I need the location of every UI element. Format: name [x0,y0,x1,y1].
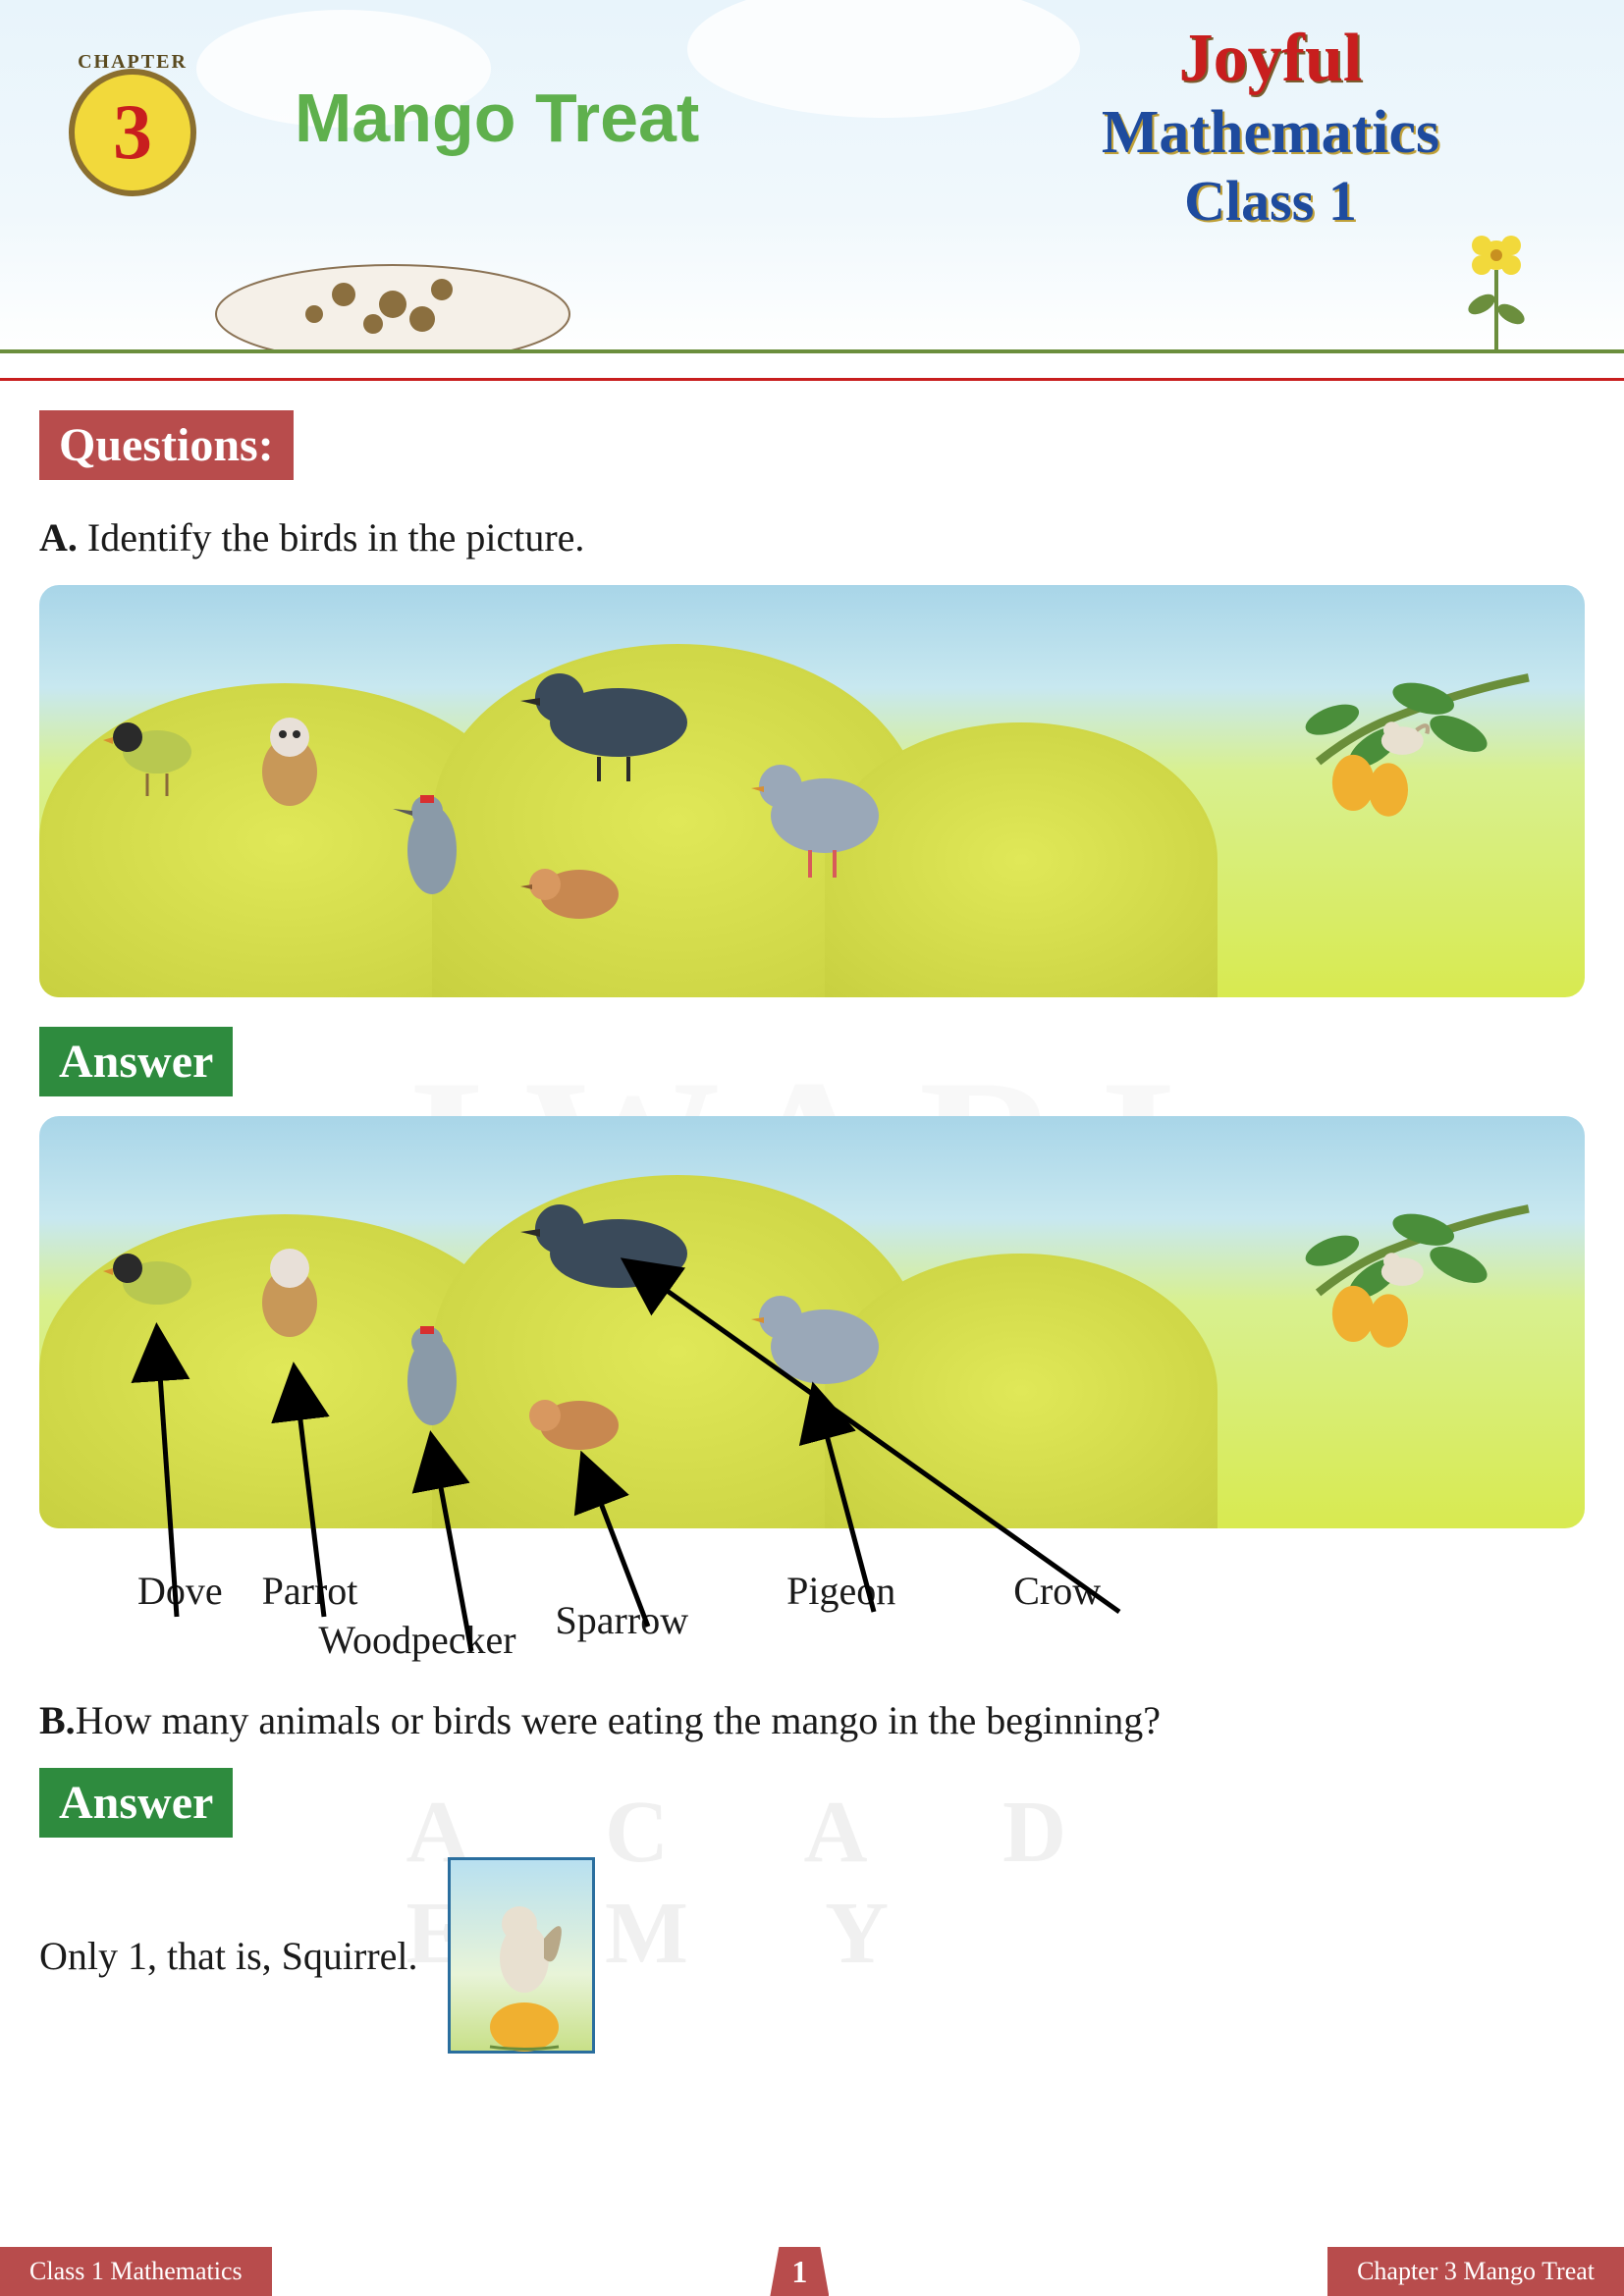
bird-sparrow [511,850,638,938]
chapter-title: Mango Treat [295,79,699,157]
page-footer: Class 1 Mathematics 1 Chapter 3 Mango Tr… [0,2247,1624,2296]
brand-mathematics: Mathematics [996,98,1545,168]
bird-dove [98,1214,216,1332]
brand-joyful: Joyful [996,20,1545,98]
flower-decoration [1428,216,1565,353]
bird-sparrow [511,1381,638,1469]
question-b: B.How many animals or birds were eating … [39,1697,1585,1743]
answer-b-text: Only 1, that is, Squirrel. [39,1933,418,1979]
answer-illustration-wrap: Dove Parrot Woodpecker Sparrow Pigeon Cr… [39,1116,1585,1682]
branch-mango [1192,664,1585,860]
bird-labels-row: Dove Parrot Woodpecker Sparrow Pigeon Cr… [39,1558,1585,1682]
branch-mango [1192,1195,1585,1391]
answer-label-a: Answer [39,1027,233,1096]
bird-pigeon [727,732,903,880]
giraffe-illustration [98,177,687,353]
answer-label-b: Answer [39,1768,233,1838]
birds-illustration-question [39,585,1585,997]
brand-block: Joyful Mathematics Class 1 [996,20,1545,234]
label-sparrow: Sparrow [556,1597,689,1663]
bird-crow [511,1175,707,1312]
answer-b-row: Only 1, that is, Squirrel. [39,1857,1585,2054]
bird-crow [511,644,707,781]
label-woodpecker: Woodpecker [318,1617,515,1663]
bird-pigeon [727,1263,903,1411]
footer-right: Chapter 3 Mango Treat [1327,2247,1624,2296]
squirrel-illustration [448,1857,595,2054]
question-a: A. Identify the birds in the picture. [39,514,1585,561]
bird-woodpecker [373,1312,491,1450]
chapter-number: 3 [113,88,152,178]
bird-parrot [236,713,344,840]
bird-woodpecker [373,781,491,919]
question-a-text: Identify the birds in the picture. [87,515,585,560]
questions-label: Questions: [39,410,294,480]
label-pigeon: Pigeon [786,1568,895,1663]
birds-illustration-answer [39,1116,1585,1528]
question-b-letter: B. [39,1698,76,1742]
page-content: IWARI Questions: A. Identify the birds i… [0,381,1624,2054]
footer-page-number: 1 [770,2247,829,2296]
grass-line [0,349,1624,353]
footer-left: Class 1 Mathematics [0,2247,272,2296]
label-dove: Dove [137,1568,223,1663]
bird-parrot [236,1244,344,1371]
question-a-letter: A. [39,515,78,560]
page-header: CHAPTER 3 Mango Treat Joyful Mathematics… [0,0,1624,353]
label-crow: Crow [1013,1568,1101,1663]
bird-dove [98,683,216,801]
question-b-text: How many animals or birds were eating th… [76,1698,1161,1742]
